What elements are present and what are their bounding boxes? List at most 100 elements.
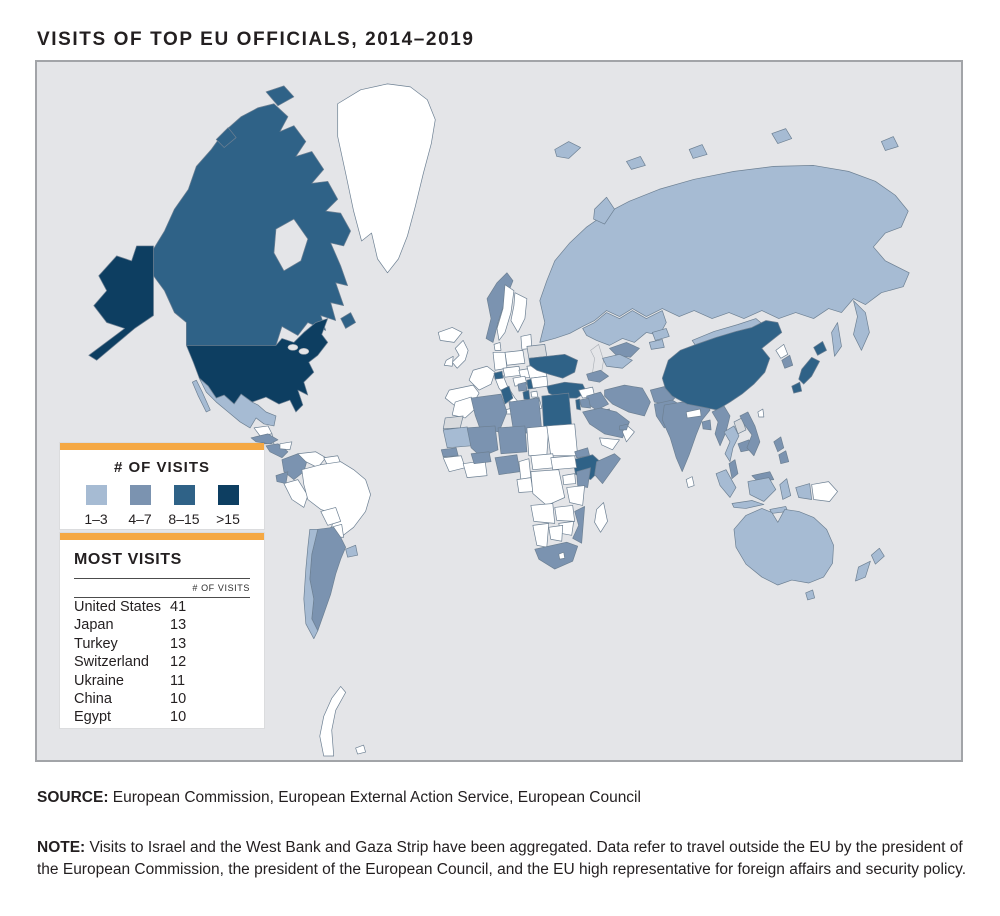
legend-label-8-15: 8–15 bbox=[168, 511, 200, 527]
country-new-zealand-north bbox=[871, 547, 885, 565]
country-japan-kyushu bbox=[791, 381, 803, 394]
country-bangladesh bbox=[701, 419, 712, 431]
country-cuba bbox=[250, 433, 279, 445]
country-nepal bbox=[685, 408, 702, 419]
country-kazakhstan bbox=[582, 310, 667, 346]
country-alaska bbox=[88, 245, 154, 361]
country-svalbard bbox=[554, 141, 581, 159]
great-lake-1 bbox=[287, 344, 299, 351]
legend-panel: # OF VISITS 1–3 4–7 8–15 >15 bbox=[60, 443, 264, 529]
country-russia-sakhalin bbox=[831, 322, 842, 357]
country-indonesia-borneo bbox=[747, 477, 777, 502]
country-russia bbox=[539, 165, 910, 343]
legend-label-gt15: >15 bbox=[216, 511, 240, 527]
country-ukraine bbox=[528, 353, 579, 379]
country-uganda bbox=[562, 473, 577, 485]
country-senegal bbox=[440, 447, 459, 458]
country-somalia bbox=[594, 453, 621, 484]
row-visits: 41 bbox=[170, 599, 187, 615]
country-nigeria bbox=[494, 454, 521, 475]
country-tunisia bbox=[500, 385, 514, 405]
most-visits-title: MOST VISITS bbox=[74, 551, 182, 568]
country-new-zealand-south bbox=[855, 560, 871, 582]
country-zambia bbox=[554, 505, 576, 522]
country-indonesia-sulawesi bbox=[779, 478, 792, 500]
legend-swatch-1-3 bbox=[85, 485, 107, 505]
country-russia-novaya-zemlya bbox=[593, 196, 615, 225]
country-angola bbox=[530, 503, 556, 524]
country-china bbox=[661, 320, 783, 411]
country-uk bbox=[451, 340, 469, 369]
row-visits: 13 bbox=[170, 617, 187, 634]
country-south-sudan bbox=[550, 455, 578, 471]
country-russia-kamchatka bbox=[853, 300, 870, 351]
most-visits-value-header: # OF VISITS bbox=[74, 578, 250, 598]
most-visits-accent-bar bbox=[60, 533, 264, 540]
country-tanzania bbox=[566, 485, 585, 506]
country-kyrgyzstan bbox=[651, 328, 670, 341]
country-papua-new-guinea bbox=[811, 481, 838, 502]
country-turkmenistan bbox=[602, 353, 633, 369]
source-line: SOURCE: European Commission, European Ex… bbox=[37, 789, 641, 807]
row-country: United States bbox=[74, 599, 162, 615]
country-chad bbox=[526, 425, 550, 457]
table-row: Egypt 10 bbox=[74, 708, 250, 726]
country-canada-newfoundland bbox=[340, 312, 356, 329]
country-bulgaria bbox=[530, 375, 549, 389]
country-sudan bbox=[546, 423, 579, 457]
country-tajikistan bbox=[649, 339, 665, 350]
most-visits-table: # OF VISITS United States 41 Japan 13 Turk… bbox=[74, 578, 250, 727]
country-madagascar bbox=[594, 502, 608, 533]
country-france bbox=[468, 365, 496, 391]
country-chile bbox=[303, 528, 319, 640]
country-morocco bbox=[451, 396, 477, 419]
country-germany bbox=[492, 351, 508, 371]
country-mozambique bbox=[572, 506, 585, 544]
country-japan-honshu bbox=[798, 356, 820, 385]
legend-label-1-3: 1–3 bbox=[84, 511, 108, 527]
country-mexico bbox=[198, 377, 277, 429]
country-south-korea bbox=[781, 354, 794, 369]
country-israel bbox=[575, 398, 581, 411]
table-row: Switzerland 12 bbox=[74, 653, 250, 671]
legend-swatches bbox=[60, 485, 264, 505]
country-cameroon bbox=[518, 458, 532, 480]
world-map: # OF VISITS 1–3 4–7 8–15 >15 MOST VISITS… bbox=[35, 60, 963, 762]
country-canada bbox=[153, 103, 351, 346]
country-burkina-faso bbox=[470, 451, 492, 465]
country-western-sahara bbox=[442, 415, 464, 430]
country-canada-island-1 bbox=[265, 85, 295, 107]
row-country: Ukraine bbox=[74, 672, 124, 689]
country-iceland bbox=[437, 327, 463, 343]
table-row: Turkey 13 bbox=[74, 635, 250, 653]
country-kenya bbox=[576, 467, 591, 488]
country-central-europe bbox=[502, 365, 522, 378]
country-uzbekistan bbox=[609, 342, 640, 358]
note-text: Visits to Israel and the West Bank and G… bbox=[37, 839, 967, 878]
country-venezuela bbox=[297, 451, 327, 469]
country-japan-hokkaido bbox=[813, 341, 827, 356]
country-drc bbox=[530, 469, 566, 506]
row-visits: 12 bbox=[170, 654, 187, 671]
country-indonesia-papua bbox=[795, 483, 812, 500]
legend-swatch-8-15 bbox=[173, 485, 195, 505]
country-caucasus bbox=[586, 369, 609, 383]
antarctica-island bbox=[355, 744, 366, 755]
country-mauritania bbox=[442, 426, 472, 449]
source-text: European Commission, European External A… bbox=[112, 789, 641, 806]
country-hispaniola bbox=[279, 441, 293, 451]
country-botswana bbox=[548, 524, 564, 542]
country-albania bbox=[522, 389, 531, 401]
country-mexico-baja bbox=[191, 379, 211, 413]
country-russia-franz-josef bbox=[626, 156, 646, 170]
country-switzerland bbox=[493, 370, 504, 380]
country-russia-severnaya bbox=[688, 144, 708, 159]
country-uae bbox=[619, 423, 629, 431]
country-iran bbox=[604, 384, 651, 417]
country-russia-new-siberian bbox=[771, 128, 793, 144]
country-north-korea bbox=[775, 344, 789, 359]
table-row: Japan 13 bbox=[74, 616, 250, 634]
country-yemen bbox=[599, 437, 620, 451]
most-visits-panel: MOST VISITS # OF VISITS United States 41 … bbox=[60, 533, 264, 728]
